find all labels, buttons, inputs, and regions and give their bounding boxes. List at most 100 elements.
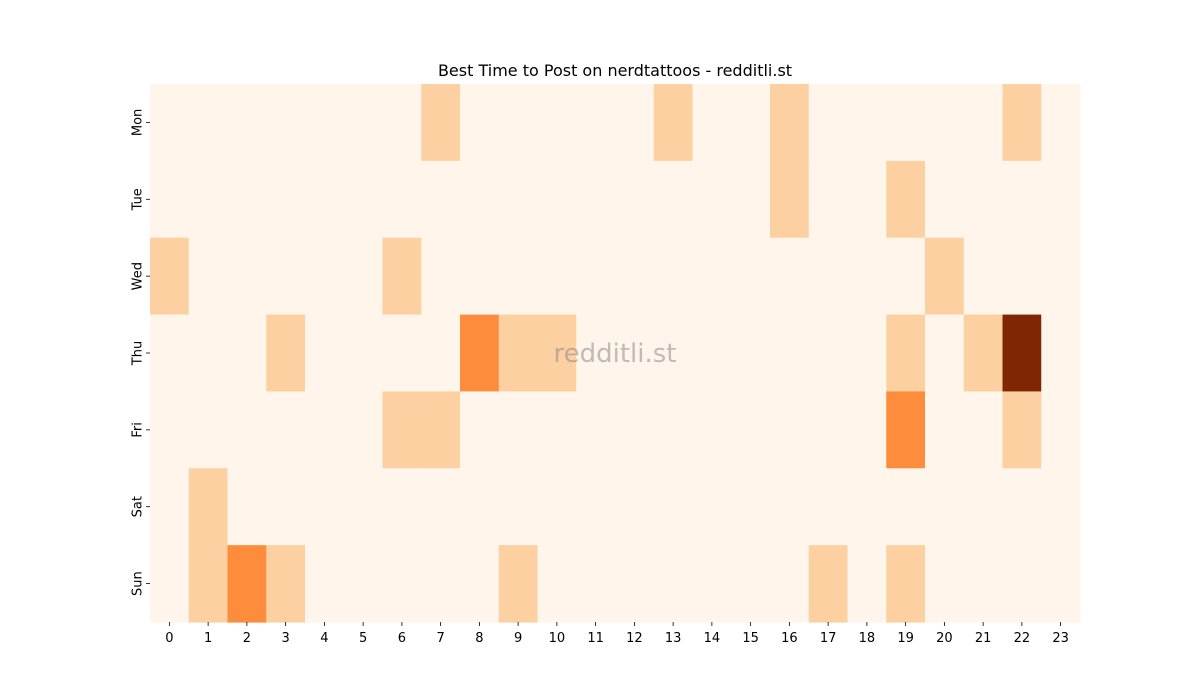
heatmap-cell-mon-1: [188, 84, 229, 162]
heatmap-cell-tue-19: [886, 160, 926, 239]
heatmap-cell-fri-22: [1002, 391, 1042, 469]
heatmap-cell-sun-17: [808, 545, 849, 623]
heatmap-cell-thu-0: [150, 314, 190, 393]
heatmap-cell-fri-6: [382, 391, 422, 469]
heatmap-cell-tue-11: [576, 160, 616, 239]
heatmap-cell-wed-7: [421, 237, 461, 316]
heatmap-cell-sun-23: [1041, 545, 1081, 623]
x-tick-label: 22: [1014, 631, 1031, 646]
heatmap-cell-wed-18: [847, 237, 887, 316]
heatmap-cell-tue-2: [227, 160, 267, 239]
heatmap-cell-sat-7: [421, 468, 461, 546]
heatmap-cell-tue-22: [1002, 160, 1042, 239]
y-tick-label: Fri: [131, 422, 146, 438]
heatmap-cell-sat-15: [731, 468, 771, 546]
x-tick-label: 15: [742, 631, 759, 646]
heatmap-cell-tue-18: [847, 160, 887, 239]
heatmap-cell-mon-15: [731, 84, 771, 162]
y-tick-label: Mon: [131, 109, 146, 136]
heatmap-cell-thu-4: [305, 314, 345, 393]
heatmap-cell-wed-1: [188, 237, 229, 316]
heatmap-cell-wed-17: [808, 237, 849, 316]
heatmap-cell-fri-2: [227, 391, 267, 469]
heatmap-cell-tue-13: [653, 160, 694, 239]
heatmap-cell-thu-1: [188, 314, 229, 393]
heatmap-cell-thu-22: [1002, 314, 1042, 393]
heatmap-cell-tue-21: [963, 160, 1004, 239]
heatmap-cell-sat-0: [150, 468, 190, 546]
heatmap-cell-mon-16: [770, 84, 810, 162]
heatmap-cell-sun-19: [886, 545, 926, 623]
heatmap-cell-mon-23: [1041, 84, 1081, 162]
heatmap-cell-wed-10: [537, 237, 577, 316]
heatmap-cell-sat-14: [692, 468, 732, 546]
heatmap-cell-wed-2: [227, 237, 267, 316]
x-tick-label: 13: [665, 631, 682, 646]
heatmap-cell-sat-11: [576, 468, 616, 546]
heatmap-cell-mon-3: [266, 84, 306, 162]
heatmap-cell-thu-15: [731, 314, 771, 393]
heatmap-cell-mon-12: [615, 84, 655, 162]
x-tick-label: 3: [281, 631, 289, 646]
heatmap-cell-wed-6: [382, 237, 422, 316]
y-tick-label: Sat: [131, 496, 146, 517]
heatmap-cell-sun-12: [615, 545, 655, 623]
heatmap-cell-mon-8: [460, 84, 500, 162]
heatmap-cell-fri-10: [537, 391, 577, 469]
heatmap-cell-fri-12: [615, 391, 655, 469]
heatmap-cell-fri-0: [150, 391, 190, 469]
x-tick-label: 23: [1052, 631, 1069, 646]
heatmap-cell-fri-5: [343, 391, 384, 469]
x-tick-label: 6: [398, 631, 406, 646]
heatmap-cell-mon-19: [886, 84, 926, 162]
heatmap-cell-sat-23: [1041, 468, 1081, 546]
heatmap-cell-mon-7: [421, 84, 461, 162]
heatmap-cell-mon-14: [692, 84, 732, 162]
heatmap-cell-sun-16: [770, 545, 810, 623]
heatmap-cell-sat-19: [886, 468, 926, 546]
heatmap-cell-tue-0: [150, 160, 190, 239]
heatmap-cell-mon-4: [305, 84, 345, 162]
heatmap-cell-fri-13: [653, 391, 694, 469]
heatmap-cell-fri-17: [808, 391, 849, 469]
heatmap-cell-wed-14: [692, 237, 732, 316]
x-tick-label: 21: [975, 631, 992, 646]
heatmap-cell-tue-5: [343, 160, 384, 239]
x-tick-label: 17: [820, 631, 837, 646]
heatmap-cell-thu-5: [343, 314, 384, 393]
heatmap-cell-sun-14: [692, 545, 732, 623]
heatmap-cell-mon-20: [925, 84, 965, 162]
heatmap-cell-fri-4: [305, 391, 345, 469]
x-tick-label: 7: [436, 631, 444, 646]
heatmap-cell-wed-20: [925, 237, 965, 316]
heatmap-cell-wed-5: [343, 237, 384, 316]
heatmap-cell-tue-8: [460, 160, 500, 239]
heatmap-cell-sat-16: [770, 468, 810, 546]
heatmap-cell-mon-9: [498, 84, 539, 162]
heatmap-cell-sat-9: [498, 468, 539, 546]
heatmap-cell-sat-10: [537, 468, 577, 546]
heatmap-cell-tue-3: [266, 160, 306, 239]
x-tick-label: 8: [475, 631, 483, 646]
heatmap-cell-fri-3: [266, 391, 306, 469]
x-tick-label: 14: [704, 631, 721, 646]
y-tick-label: Sun: [131, 571, 146, 596]
x-tick-label: 16: [781, 631, 798, 646]
heatmap-cell-thu-2: [227, 314, 267, 393]
heatmap-cell-wed-9: [498, 237, 539, 316]
heatmap-cell-sat-5: [343, 468, 384, 546]
heatmap-cell-mon-0: [150, 84, 190, 162]
heatmap-cell-sun-20: [925, 545, 965, 623]
heatmap-cell-tue-17: [808, 160, 849, 239]
heatmap-cell-tue-9: [498, 160, 539, 239]
heatmap-cell-sun-10: [537, 545, 577, 623]
heatmap-cell-mon-11: [576, 84, 616, 162]
heatmap-cell-wed-0: [150, 237, 190, 316]
heatmap-cell-wed-15: [731, 237, 771, 316]
y-tick-label: Tue: [131, 188, 146, 211]
heatmap-cell-wed-22: [1002, 237, 1042, 316]
heatmap-cell-sat-17: [808, 468, 849, 546]
heatmap-cell-sat-2: [227, 468, 267, 546]
